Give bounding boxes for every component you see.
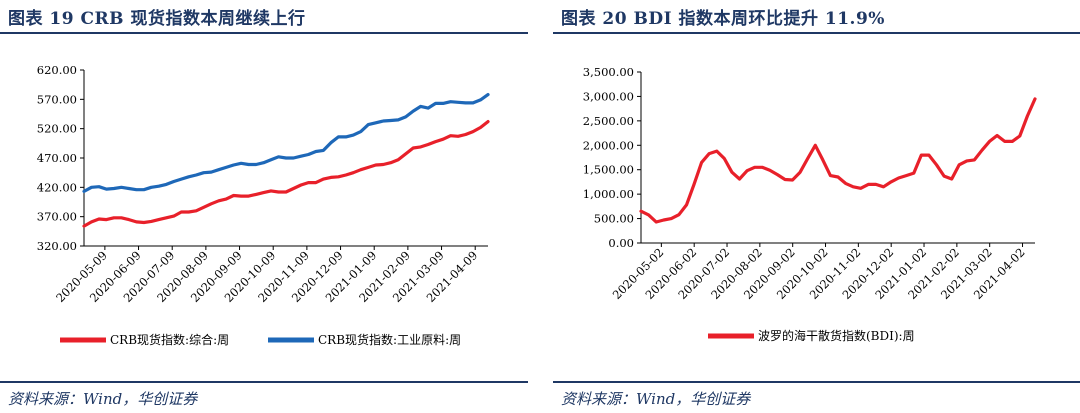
y-tick-label: 470.00	[37, 151, 77, 165]
y-tick-label: 2,000.00	[583, 138, 634, 152]
y-tick-label: 320.00	[37, 239, 77, 253]
y-tick-label: 1,000.00	[583, 187, 634, 201]
source-note: 资料来源：Wind，华创证券	[561, 390, 751, 408]
legend-label: 波罗的海干散货指数(BDI):周	[758, 328, 915, 343]
y-tick-label: 570.00	[37, 92, 77, 106]
y-tick-label: 520.00	[37, 122, 77, 136]
source-note: 资料来源：Wind，华创证券	[8, 390, 198, 408]
chart-title: 图表 20 BDI 指数本周环比提升 11.9%	[561, 9, 885, 29]
y-tick-label: 3,500.00	[583, 65, 634, 79]
title-divider	[553, 32, 1080, 34]
source-divider	[0, 381, 528, 383]
crb-line-chart: 620.00 570.00 520.00 470.00 420.00 370.00 320.…	[37, 63, 490, 347]
y-tick-label: 0.00	[608, 236, 634, 250]
right-chart-panel: 图表 20 BDI 指数本周环比提升 11.9% 3,500.00 3,000.0…	[553, 0, 1080, 413]
series-line	[82, 119, 490, 228]
source-divider	[553, 381, 1080, 383]
y-tick-label: 420.00	[37, 180, 77, 194]
y-tick-label: 370.00	[37, 210, 77, 224]
legend-label: CRB现货指数:工业原料:周	[318, 332, 461, 347]
y-tick-label: 1,500.00	[583, 163, 634, 177]
y-tick-label: 3,000.00	[583, 89, 634, 103]
series-line	[82, 92, 490, 193]
legend-label: CRB现货指数:综合:周	[110, 332, 229, 347]
y-tick-label: 620.00	[37, 63, 77, 77]
series-line	[639, 97, 1037, 224]
y-tick-label: 2,500.00	[583, 114, 634, 128]
y-tick-label: 500.00	[594, 212, 634, 226]
chart-title: 图表 19 CRB 现货指数本周继续上行	[8, 9, 306, 29]
left-chart-panel: 图表 19 CRB 现货指数本周继续上行 620.00 570.00 520.00 4…	[0, 0, 528, 413]
bdi-line-chart: 3,500.00 3,000.00 2,500.00 2,000.00 1,500.00…	[583, 65, 1037, 343]
title-divider	[0, 32, 528, 34]
